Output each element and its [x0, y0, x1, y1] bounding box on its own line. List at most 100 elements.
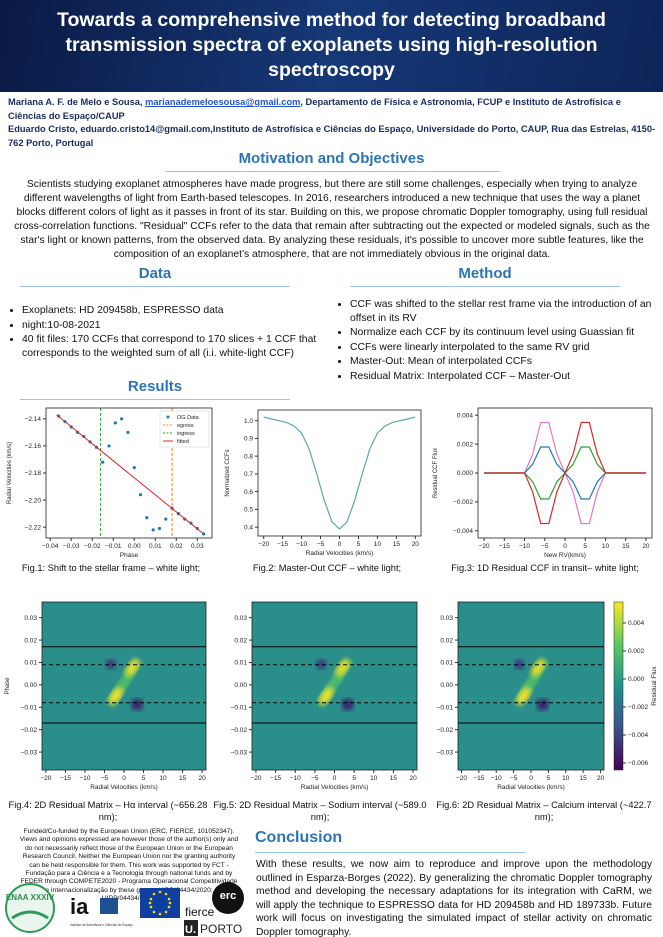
chart: −20 −15 −10 −5 0 5 10 15 20 0.03 0.02 0.01 0.00 −0.01…: [5, 601, 207, 791]
x-tick-label: −15: [499, 543, 510, 550]
x-tick-label: −20: [479, 543, 490, 550]
heatmap-feature: [531, 658, 546, 677]
legend-label: egress: [177, 423, 194, 429]
y-tick-label: −2.18: [25, 470, 42, 477]
y-tick-label: 0.004: [457, 412, 474, 419]
y-tick-label: 0.02: [440, 637, 453, 644]
y-tick-label: −0.02: [231, 727, 248, 734]
x-tick-label: −5: [311, 775, 319, 782]
heatmap-feature: [341, 698, 354, 711]
x-tick-label: −10: [519, 543, 530, 550]
y-tick-label: −2.16: [25, 443, 42, 450]
motivation-text: Scientists studying exoplanet atmosphere…: [14, 179, 650, 260]
uporto-logo: PORTO: [200, 922, 242, 936]
figure-caption: Fig.3: 1D Residual CCF in transit– white…: [451, 563, 639, 573]
bullet: night:10-08-2021: [22, 319, 340, 333]
x-tick-label: 0: [122, 775, 126, 782]
legend-label: ingress: [177, 431, 195, 437]
plot-frame: [251, 601, 418, 771]
y-tick-label: −0.01: [21, 704, 38, 711]
x-tick-label: −10: [491, 775, 502, 782]
eu-stars: [148, 890, 172, 916]
data-point: [157, 526, 162, 531]
plot-frame: [257, 409, 422, 537]
section-heading: Motivation and Objectives: [238, 150, 425, 167]
x-tick-label: −5: [317, 541, 325, 548]
x-tick-label: 15: [393, 541, 401, 548]
y-tick-label: −0.01: [437, 704, 454, 711]
data-point: [120, 417, 124, 421]
x-tick-label: 20: [642, 543, 650, 550]
section-heading: Data: [138, 265, 172, 282]
ia-logo: ia: [70, 894, 89, 919]
bullet: Master-Out: Mean of interpolated CCFs: [350, 355, 663, 369]
x-tick-label: 20: [597, 775, 605, 782]
bullet: CCF was shifted to the stellar rest fram…: [350, 298, 663, 325]
erc-badge: [212, 882, 244, 914]
y-axis-label: Normalized CCFs: [225, 449, 231, 496]
chart: −0.04 −0.03 −0.02 −0.01 0.00 0.01 0.02 0.03 −2.1…: [7, 407, 213, 559]
figure-caption: Fig.5: 2D Residual Matrix – Sodium inter…: [213, 800, 427, 822]
x-tick-label: −20: [250, 775, 261, 782]
y-tick-label: 0.00: [440, 682, 453, 689]
y-tick-label: 0.03: [440, 615, 453, 622]
y-tick-label: 0.03: [234, 615, 247, 622]
y-tick-label: 0.00: [234, 682, 247, 689]
x-tick-label: 20: [412, 541, 420, 548]
method-bullets: CCF was shifted to the stellar rest fram…: [332, 298, 663, 384]
y-tick-label: −0.03: [231, 749, 248, 756]
y-tick-label: 0.01: [24, 660, 37, 667]
ia-subtitle: Instituto de Astrofísica e Ciências do E…: [70, 923, 133, 927]
colorbar-tick-label: 0.004: [628, 620, 645, 627]
figure-caption: Fig.6: 2D Residual Matrix – Calcium inte…: [436, 800, 652, 822]
y-tick-label: 0.00: [24, 682, 37, 689]
x-tick-label: 10: [370, 775, 378, 782]
heatmap-feature: [105, 659, 116, 670]
x-tick-label: 0: [333, 775, 337, 782]
y-tick-label: 0.02: [234, 637, 247, 644]
heading-rule: [255, 852, 525, 853]
legend-marker: [166, 415, 170, 419]
author-affiliation: , Departamento de Física e Astronomia, F…: [8, 97, 621, 121]
bullet: 40 fit files: 170 CCFs that correspond t…: [22, 333, 340, 360]
legend-label: OG Data: [177, 415, 200, 421]
uporto-u: U.: [185, 924, 196, 936]
y-tick-label: −2.20: [25, 497, 42, 504]
y-tick-label: 0.5: [244, 507, 253, 514]
data-line: [484, 421, 646, 525]
bullet: CCFs were linearly interpolated to the s…: [350, 341, 663, 355]
x-tick-label: 0.03: [191, 543, 204, 550]
x-tick-label: 5: [142, 775, 146, 782]
heading-rule: [20, 399, 290, 400]
y-tick-label: 0.9: [244, 436, 253, 443]
x-tick-label: −0.01: [105, 543, 122, 550]
data-bullets: Exoplanets: HD 209458b, ESPRESSO data ni…: [4, 304, 340, 361]
data-point: [132, 465, 136, 470]
enaa-logo: ENAA XXXIV: [6, 893, 55, 902]
x-tick-label: −0.04: [42, 543, 59, 550]
x-tick-label: 5: [583, 543, 587, 550]
header-banner: [0, 0, 663, 92]
heatmap-feature: [108, 687, 123, 705]
data-point: [138, 493, 143, 497]
bullet: Exoplanets: HD 209458b, ESPRESSO data: [22, 304, 340, 318]
data-point: [145, 516, 149, 520]
heatmap-feature: [125, 658, 140, 677]
erc-logo: erc: [220, 890, 237, 902]
authors: Mariana A. F. de Melo e Sousa, marianade…: [8, 96, 656, 150]
author-line: Eduardo Cristo, eduardo.cristo14@gmail.c…: [8, 124, 656, 148]
colorbar: [613, 601, 624, 771]
x-axis-label: Phase: [120, 552, 139, 559]
figure-caption: Fig.1: Shift to the stellar frame – whit…: [21, 563, 201, 573]
figure-caption: Fig.4: 2D Residual Matrix – Hα interval …: [8, 800, 208, 822]
fit-line: [56, 414, 204, 535]
y-tick-label: 0.8: [244, 453, 253, 460]
x-tick-label: 5: [547, 775, 551, 782]
x-tick-label: 15: [390, 775, 398, 782]
author-email[interactable]: marianademeloesousa@gmail.com: [145, 97, 301, 107]
x-tick-label: −15: [270, 775, 281, 782]
x-tick-label: −15: [473, 775, 484, 782]
x-tick-label: −15: [277, 541, 288, 548]
colorbar-tick-label: −0.002: [628, 704, 648, 711]
